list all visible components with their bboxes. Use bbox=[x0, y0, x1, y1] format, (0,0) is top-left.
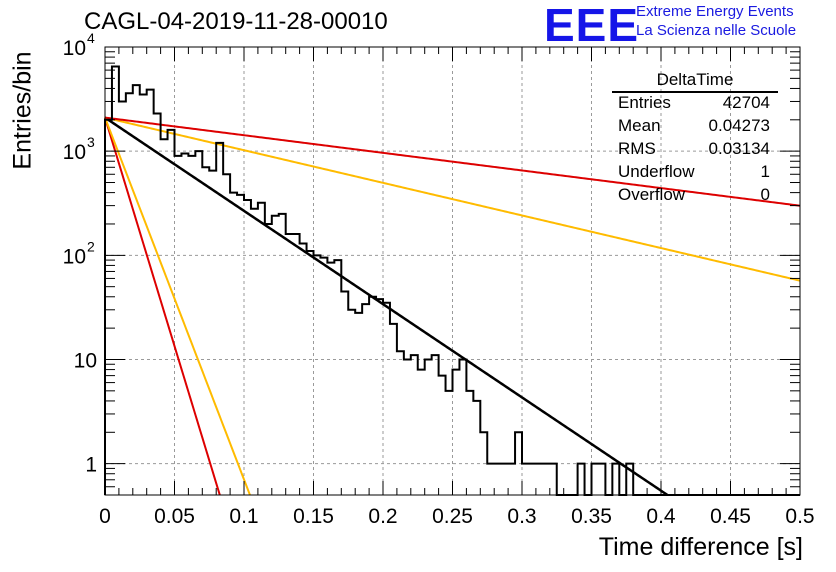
x-tick-label: 0.05 bbox=[154, 505, 195, 528]
y-tick-label: 1 bbox=[85, 454, 97, 477]
x-axis-label: Time difference [s] bbox=[598, 533, 803, 561]
stats-box: DeltaTime Entries 42704 Mean 0.04273 RMS… bbox=[612, 70, 778, 204]
x-tick-label: 0 bbox=[99, 505, 111, 528]
fit-curve-3 bbox=[104, 116, 801, 282]
fit-curve-0 bbox=[104, 116, 669, 497]
stats-label: Entries bbox=[618, 93, 671, 112]
stats-label: Underflow bbox=[618, 162, 695, 181]
x-tick-label: 0.4 bbox=[646, 505, 676, 528]
x-tick-label: 0.15 bbox=[293, 505, 334, 528]
eee-logo: EEE bbox=[544, 0, 640, 51]
y-tick-exponent: 4 bbox=[87, 30, 95, 46]
stats-value: 42704 bbox=[722, 93, 770, 112]
stats-label: RMS bbox=[618, 139, 656, 158]
y-tick-label: 10 bbox=[63, 245, 86, 268]
stats-label: Mean bbox=[618, 116, 661, 135]
y-axis-label: Entries/bin bbox=[8, 51, 37, 170]
fit-curve-4 bbox=[104, 116, 801, 207]
y-tick-exponent: 2 bbox=[87, 238, 95, 254]
stats-value: 0.03134 bbox=[708, 139, 770, 158]
stats-value: 0 bbox=[760, 185, 770, 204]
y-tick-label: 10 bbox=[63, 141, 86, 164]
axis-ticks bbox=[104, 46, 801, 496]
fit-curve-2 bbox=[104, 117, 251, 496]
stats-value: 0.04273 bbox=[708, 116, 770, 135]
fit-curve-1 bbox=[104, 117, 221, 496]
x-tick-label: 0.35 bbox=[571, 505, 612, 528]
chart-title: CAGL-04-2019-11-28-00010 bbox=[84, 8, 388, 35]
fit-curves bbox=[104, 116, 801, 497]
logo-line-1: Extreme Energy Events bbox=[636, 3, 794, 20]
stats-title: DeltaTime bbox=[612, 70, 778, 93]
stats-label: Overflow bbox=[618, 185, 686, 204]
x-tick-label: 0.2 bbox=[368, 505, 397, 528]
x-tick-label: 0.45 bbox=[710, 505, 751, 528]
stats-row-overflow: Overflow 0 bbox=[618, 185, 770, 208]
y-tick-exponent: 3 bbox=[87, 134, 95, 150]
stats-row-underflow: Underflow 1 bbox=[618, 162, 770, 185]
stats-row-mean: Mean 0.04273 bbox=[618, 116, 770, 139]
x-tick-label: 0.3 bbox=[507, 505, 536, 528]
grid-lines bbox=[105, 46, 800, 495]
x-tick-label: 0.1 bbox=[229, 505, 258, 528]
x-tick-labels: 0 0.05 0.1 0.15 0.2 0.25 0.3 0.35 0.4 0.45 0.5 bbox=[99, 505, 814, 528]
stats-value: 1 bbox=[760, 162, 770, 181]
x-tick-label: 0.25 bbox=[432, 505, 473, 528]
y-tick-label: 10 bbox=[63, 37, 86, 60]
y-tick-label: 10 bbox=[74, 349, 97, 372]
stats-row-entries: Entries 42704 bbox=[618, 93, 770, 116]
x-tick-label: 0.5 bbox=[785, 505, 814, 528]
logo-line-2: La Scienza nelle Scuole bbox=[636, 22, 797, 39]
stats-row-rms: RMS 0.03134 bbox=[618, 139, 770, 162]
